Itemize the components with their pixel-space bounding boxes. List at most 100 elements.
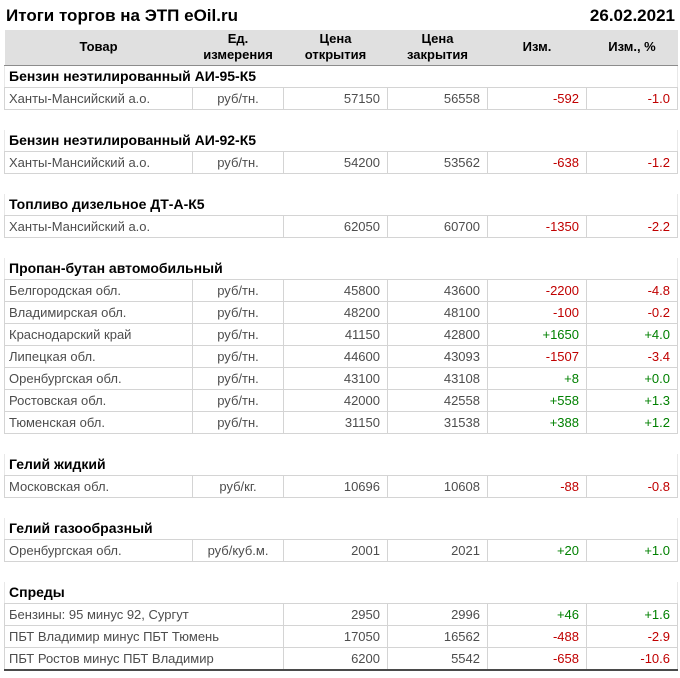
section-title-row: Гелий газообразный — [4, 517, 678, 540]
close-price-cell: 2996 — [387, 602, 488, 626]
spacer-row — [4, 497, 678, 518]
product-cell: Ханты-Мансийский а.о. — [4, 86, 193, 110]
close-price-cell: 16562 — [387, 624, 488, 648]
product-cell: ПБТ Ростов минус ПБТ Владимир — [4, 646, 284, 671]
product-cell: Оренбургская обл. — [4, 538, 193, 562]
table-row: Ростовская обл. руб/тн. 42000 42558 +558 +1.3 — [4, 388, 678, 412]
unit-cell: руб/тн. — [192, 150, 284, 174]
change-cell: -638 — [487, 150, 587, 174]
section-title-row: Бензин неэтилированный АИ-95-К5 — [4, 65, 678, 88]
change-cell: +1650 — [487, 322, 587, 346]
table-row: ПБТ Ростов минус ПБТ Владимир 6200 5542 -65… — [4, 646, 678, 671]
section-title-row: Топливо дизельное ДТ-А-К5 — [4, 193, 678, 216]
spacer-cell — [4, 173, 678, 194]
open-price-cell: 41150 — [283, 322, 388, 346]
section-title: Бензин неэтилированный АИ-95-К5 — [4, 65, 678, 88]
product-cell: Липецкая обл. — [4, 344, 193, 368]
change-cell: +388 — [487, 410, 587, 434]
trading-results-table: Товар Ед. измерения Цена открытия Цена з… — [4, 30, 678, 671]
change-pct-cell: +0.0 — [586, 366, 678, 390]
spacer-cell — [4, 433, 678, 454]
product-cell: Ханты-Мансийский а.о. — [4, 150, 193, 174]
report-header: Итоги торгов на ЭТП eOil.ru 26.02.2021 — [0, 0, 680, 30]
open-price-cell: 6200 — [283, 646, 388, 671]
unit-cell: руб/куб.м. — [192, 538, 284, 562]
change-pct-cell: -2.2 — [586, 214, 678, 238]
change-pct-cell: -4.8 — [586, 278, 678, 302]
close-price-cell: 43093 — [387, 344, 488, 368]
table-header: Товар Ед. измерения Цена открытия Цена з… — [4, 30, 678, 66]
change-pct-cell: +1.0 — [586, 538, 678, 562]
open-price-cell: 31150 — [283, 410, 388, 434]
close-price-cell: 2021 — [387, 538, 488, 562]
change-cell: -592 — [487, 86, 587, 110]
spacer-row — [4, 237, 678, 258]
open-price-cell: 43100 — [283, 366, 388, 390]
unit-cell: руб/тн. — [192, 410, 284, 434]
open-price-cell: 48200 — [283, 300, 388, 324]
change-pct-cell: +1.6 — [586, 602, 678, 626]
change-cell: -488 — [487, 624, 587, 648]
unit-cell: руб/тн. — [192, 86, 284, 110]
open-price-cell: 2950 — [283, 602, 388, 626]
open-price-cell: 62050 — [283, 214, 388, 238]
section-title-row: Гелий жидкий — [4, 453, 678, 476]
table-row: Белгородская обл. руб/тн. 45800 43600 -2200-… — [4, 278, 678, 302]
unit-cell: руб/кг. — [192, 474, 284, 498]
table-row: Оренбургская обл. руб/тн. 43100 43108 +8 +0.0 — [4, 366, 678, 390]
change-pct-cell: +1.3 — [586, 388, 678, 412]
change-pct-cell: -3.4 — [586, 344, 678, 368]
close-price-cell: 10608 — [387, 474, 488, 498]
table-row: Бензины: 95 минус 92, Сургут 2950 2996 +46 +… — [4, 602, 678, 626]
unit-cell: руб/тн. — [192, 300, 284, 324]
change-pct-cell: +4.0 — [586, 322, 678, 346]
close-price-cell: 31538 — [387, 410, 488, 434]
open-price-cell: 2001 — [283, 538, 388, 562]
unit-cell: руб/тн. — [192, 344, 284, 368]
unit-cell: руб/тн. — [192, 366, 284, 390]
table-row: Ханты-Мансийский а.о. 62050 60700 -1350 -2.2 — [4, 214, 678, 238]
change-pct-cell: +1.2 — [586, 410, 678, 434]
unit-cell: руб/тн. — [192, 322, 284, 346]
product-cell: Тюменская обл. — [4, 410, 193, 434]
change-cell: +8 — [487, 366, 587, 390]
change-pct-cell: -1.0 — [586, 86, 678, 110]
spacer-cell — [4, 561, 678, 582]
product-cell: Ростовская обл. — [4, 388, 193, 412]
table-row: Оренбургская обл. руб/куб.м. 2001 2021 +20 +1… — [4, 538, 678, 562]
table-row: ПБТ Владимир минус ПБТ Тюмень 17050 16562-… — [4, 624, 678, 648]
table-header-row: Товар Ед. измерения Цена открытия Цена з… — [4, 30, 678, 66]
spacer-cell — [4, 237, 678, 258]
spacer-row — [4, 561, 678, 582]
change-cell: +20 — [487, 538, 587, 562]
spacer-row — [4, 433, 678, 454]
product-cell: Белгородская обл. — [4, 278, 193, 302]
change-cell: +46 — [487, 602, 587, 626]
unit-cell: руб/тн. — [192, 388, 284, 412]
close-price-cell: 5542 — [387, 646, 488, 671]
spacer-row — [4, 173, 678, 194]
change-pct-cell: -1.2 — [586, 150, 678, 174]
section-title: Топливо дизельное ДТ-А-К5 — [4, 193, 678, 216]
close-price-cell: 53562 — [387, 150, 488, 174]
table-row: Московская обл. руб/кг. 10696 10608 -88 -0.8 — [4, 474, 678, 498]
product-cell: Московская обл. — [4, 474, 193, 498]
column-header-product: Товар — [4, 30, 193, 66]
table-row: Краснодарский край руб/тн. 41150 42800 +1650… — [4, 322, 678, 346]
column-header-change: Изм. — [487, 30, 587, 66]
section-title: Гелий жидкий — [4, 453, 678, 476]
column-header-unit: Ед. измерения — [192, 30, 284, 66]
spacer-row — [4, 109, 678, 130]
section-title: Бензин неэтилированный АИ-92-К5 — [4, 129, 678, 152]
section-title: Гелий газообразный — [4, 517, 678, 540]
open-price-cell: 45800 — [283, 278, 388, 302]
page-title: Итоги торгов на ЭТП eOil.ru — [6, 6, 238, 26]
section-title: Пропан-бутан автомобильный — [4, 257, 678, 280]
column-header-open-price: Цена открытия — [283, 30, 388, 66]
change-cell: -1350 — [487, 214, 587, 238]
open-price-cell: 17050 — [283, 624, 388, 648]
close-price-cell: 56558 — [387, 86, 488, 110]
spacer-cell — [4, 109, 678, 130]
change-pct-cell: -2.9 — [586, 624, 678, 648]
